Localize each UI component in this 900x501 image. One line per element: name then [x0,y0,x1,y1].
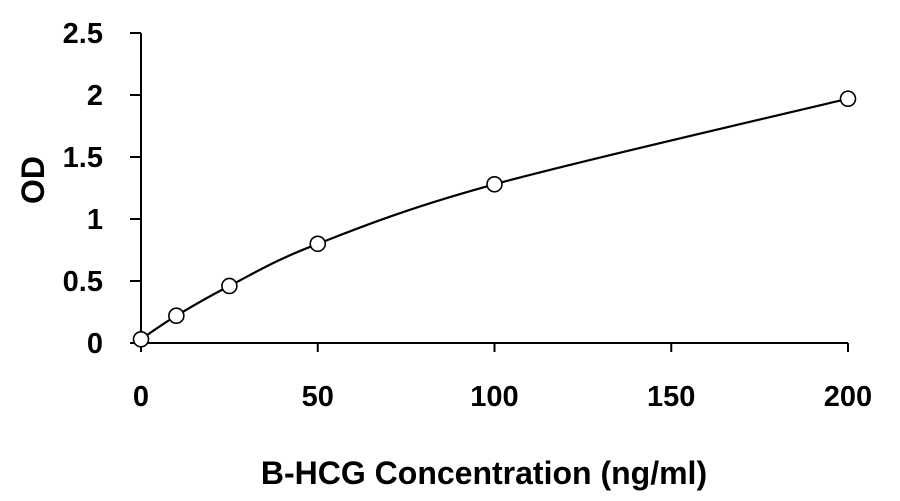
y-tick-label: 2 [87,80,103,112]
data-point [486,175,503,193]
data-point [168,307,185,325]
x-axis-title: B-HCG Concentration (ng/ml) [261,455,707,491]
y-tick-label: 1.5 [63,142,103,174]
data-point [132,330,150,348]
series-line [140,97,849,341]
data-point [839,90,857,108]
y-tick-label: 1 [87,204,103,236]
series-layer [140,97,849,341]
x-tick-label: 0 [133,381,149,413]
x-tick-label: 150 [647,381,695,413]
x-tick-label: 200 [824,381,872,413]
y-tick-label: 0.5 [63,266,103,298]
y-axis-title: OD [15,156,51,204]
points-layer [132,90,857,348]
y-tick-label: 2.5 [63,18,103,50]
y-tick-label: 0 [87,328,103,360]
x-tick-label: 50 [302,381,334,413]
x-tick-label: 100 [470,381,518,413]
data-point [309,235,327,253]
data-point [221,277,238,295]
ticks: 0 0.5 1 1.5 2 2.5 0 50 100 150 200 [63,18,873,413]
